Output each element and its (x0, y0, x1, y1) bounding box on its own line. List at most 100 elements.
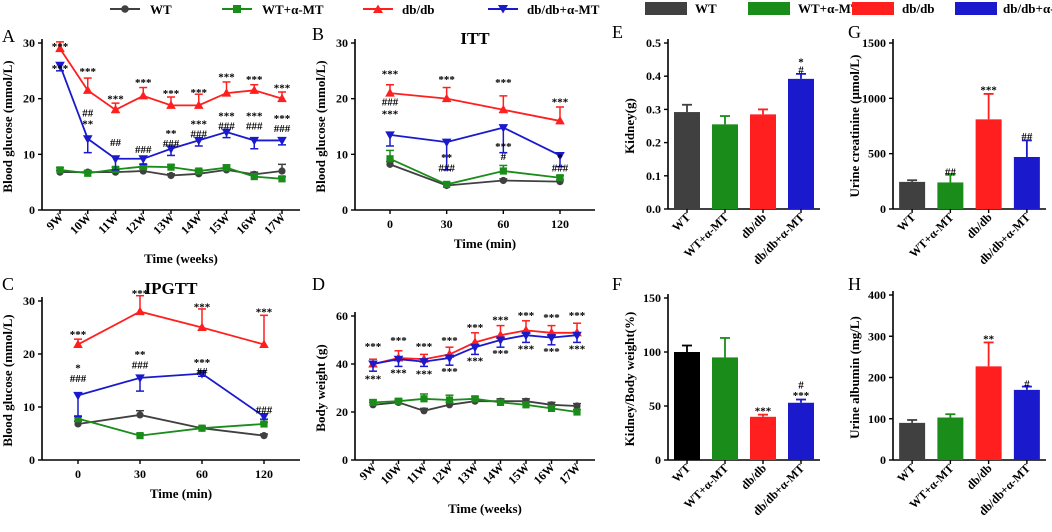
marker-D-s3-4 (470, 343, 480, 353)
annotation-A: *** (52, 41, 69, 53)
y-tick-label-E: 0.4 (646, 69, 661, 83)
marker-A-s3-3 (138, 155, 149, 164)
legend-label-db-amt: db/db+α-MT (527, 2, 600, 17)
bar-F-1 (712, 357, 738, 460)
annotation-C: ## (197, 366, 209, 378)
marker-C-s1-1 (136, 432, 144, 440)
marker-A-s2-0 (55, 43, 65, 53)
chart-title-C: IPGTT (145, 279, 199, 298)
marker-D-s1-3 (445, 396, 454, 404)
marker-A-s2-4 (166, 100, 176, 109)
marker-B-s3-3 (555, 151, 565, 161)
y-tick-label-D: 40 (336, 357, 348, 371)
legend-swatch-wt (645, 2, 687, 15)
x-tick-label-F: WT (669, 461, 693, 485)
panel-letter-E: E (612, 22, 623, 42)
y-tick-label-G: 1500 (862, 36, 886, 50)
marker-B-s3-2 (498, 124, 509, 133)
bar-F-2 (750, 416, 776, 460)
legend-item-db: db/db (363, 2, 435, 17)
annotation-A: *** (246, 74, 263, 86)
x-tick-label-F: db/db (738, 461, 769, 492)
annotation-D: *** (365, 341, 382, 353)
marker-B-s2-0 (385, 88, 395, 97)
marker-A-s2-5 (193, 100, 204, 109)
annotation-H: ** (983, 333, 995, 345)
marker-A-s3-8 (277, 136, 287, 146)
panel-letter-D: D (312, 274, 325, 294)
series-B-dba (385, 124, 565, 171)
x-axis-title-D: Time (weeks) (448, 501, 522, 516)
legend-label-db: db/db (902, 1, 935, 16)
annotation-A: *** (80, 66, 97, 78)
marker-A-s2-1 (82, 85, 93, 94)
x-tick-label-H: WT (894, 461, 918, 485)
marker-A-s3-2 (110, 155, 121, 164)
x-axis-title-B: Time (min) (454, 236, 516, 251)
annotation-C: * (75, 362, 81, 374)
y-tick-label-E: 0.5 (646, 36, 661, 50)
annotation-B: *** (382, 69, 399, 81)
bar-E-2 (750, 114, 776, 209)
bar-H-0 (899, 422, 926, 460)
annotation-B: *** (438, 74, 455, 86)
annotation-B: *** (495, 77, 512, 89)
annotation-A: ### (246, 120, 263, 132)
y-axis-title-E: Kidney(g) (622, 98, 637, 154)
marker-B-s1-3 (556, 174, 564, 182)
x-tick-label-G: WT (894, 210, 918, 234)
annotation-A: ## (110, 137, 122, 149)
y-tick-label-F: 100 (643, 345, 661, 359)
annotation-C: ### (70, 373, 87, 385)
y-tick-label-C: 10 (23, 400, 35, 414)
marker-D-s1-6 (522, 401, 530, 409)
annotation-D: *** (569, 343, 586, 355)
legend-swatch-db (852, 2, 894, 15)
marker-D-s1-2 (420, 395, 428, 403)
bar-G-0 (899, 181, 926, 209)
marker-A-s1-3 (139, 162, 147, 171)
marker-B-s1-1 (443, 180, 451, 188)
y-tick-label-E: 0.3 (646, 102, 661, 116)
panel-letter-A: A (2, 26, 15, 46)
marker-B-s1-2 (499, 167, 507, 175)
marker-D-s0-2 (420, 407, 428, 415)
annotation-B: * (557, 152, 563, 164)
y-tick-label-H: 400 (868, 288, 886, 302)
x-tick-label-A: 13W (150, 210, 177, 237)
y-tick-label-A: 0 (29, 203, 35, 217)
panel-A: A 0 10 20 30 Blood glucose (mmol/L) 9W 10W 11W 12… (0, 26, 300, 266)
marker-A-s1-4 (167, 163, 175, 171)
marker-C-s2-3 (259, 339, 269, 348)
marker-A-s1-0 (56, 166, 64, 174)
annotation-A: *** (246, 110, 263, 122)
marker-A-s1-7 (250, 173, 258, 181)
annotation-B: *** (382, 109, 399, 121)
annotation-D: *** (467, 322, 484, 334)
series-line-C-WTa (77, 417, 265, 437)
legend-label-db: db/db (402, 2, 435, 17)
annotation-A: *** (274, 83, 291, 95)
annotation-H: # (1024, 379, 1030, 391)
series-line-B-db (389, 92, 561, 122)
marker-B-s1-0 (386, 155, 394, 163)
bar-H-2 (975, 366, 1002, 460)
annotation-C: *** (256, 307, 273, 319)
marker-A-s2-8 (277, 93, 287, 103)
annotation-B: *** (552, 96, 569, 108)
legend-line-charts: WT WT+α-MT db/db db/db+α-MT (110, 2, 600, 17)
marker-B-s2-2 (498, 104, 509, 114)
annotation-D: *** (390, 335, 407, 347)
marker-C-s3-3 (259, 413, 269, 422)
y-tick-label-A: 20 (23, 92, 35, 106)
marker-C-s3-1 (135, 374, 145, 383)
panel-letter-C: C (2, 274, 14, 294)
marker-A-s2-2 (110, 104, 121, 114)
y-tick-label-B: 10 (336, 147, 348, 161)
annotation-D: *** (467, 355, 484, 367)
marker-A-s1-8 (278, 175, 286, 183)
y-tick-label-F: 0 (655, 453, 661, 467)
y-tick-label-H: 100 (868, 412, 886, 426)
